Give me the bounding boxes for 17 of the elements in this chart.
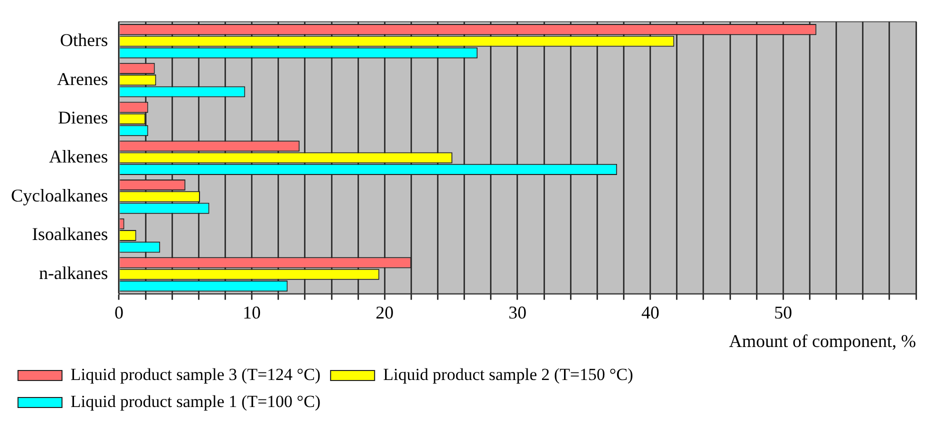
- y-tick-label: Isoalkanes: [32, 224, 108, 244]
- y-tick-label: n-alkanes: [39, 263, 108, 284]
- x-tick-label: 20: [376, 302, 394, 322]
- x-axis-title: Amount of component, %: [729, 330, 916, 351]
- legend-label: Liquid product sample 2 (T=150 °C): [383, 364, 634, 384]
- y-tick-label: Alkenes: [48, 146, 108, 167]
- legend-label: Liquid product sample 3 (T=124 °C): [70, 364, 321, 384]
- y-tick-label: Dienes: [58, 108, 108, 128]
- x-tick-label: 30: [508, 302, 526, 322]
- y-tick-label: Arenes: [56, 68, 108, 89]
- y-tick-label: Others: [60, 30, 108, 50]
- x-tick-label: 10: [242, 302, 261, 322]
- x-tick-label: 0: [114, 302, 124, 322]
- y-tick-label: Cycloalkanes: [10, 185, 108, 206]
- x-tick-label: 50: [774, 302, 792, 322]
- x-tick-label: 40: [641, 302, 660, 322]
- legend-label: Liquid product sample 1 (T=100 °C): [70, 392, 321, 411]
